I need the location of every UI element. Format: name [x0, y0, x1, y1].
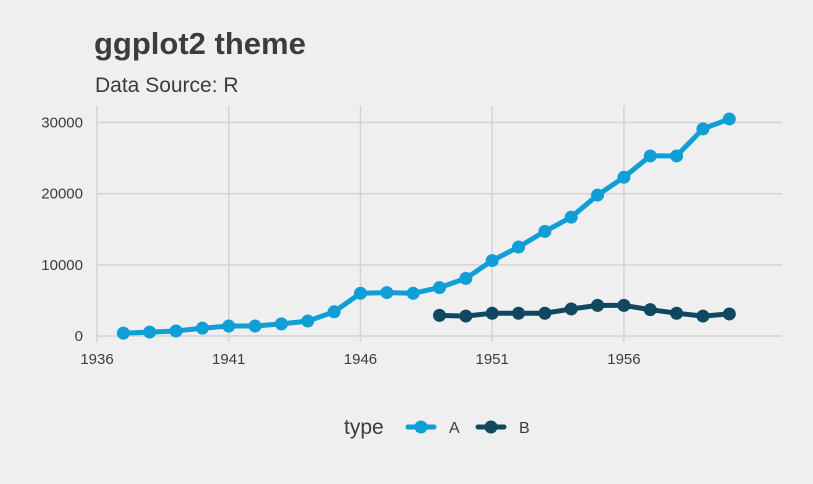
data-point-A-1959 [696, 122, 710, 136]
x-tick-label-1951: 1951 [476, 351, 509, 368]
y-tick-label-20000: 20000 [41, 186, 83, 203]
legend: type A B [344, 416, 530, 439]
data-point-A-1952 [512, 240, 526, 254]
legend-title: type [344, 416, 384, 439]
data-point-A-1954 [564, 210, 578, 224]
x-tick-label-1946: 1946 [344, 351, 377, 368]
data-point-A-1955 [591, 188, 605, 202]
data-point-A-1951 [485, 254, 499, 268]
data-point-B-1958 [670, 306, 684, 320]
data-point-B-1952 [512, 306, 526, 320]
series-line-A [120, 116, 732, 336]
legend-key-point-B [484, 420, 498, 434]
data-point-A-1948 [406, 286, 420, 300]
data-point-B-1949 [433, 308, 446, 322]
data-point-B-1956 [617, 298, 631, 312]
data-point-A-1937 [116, 326, 130, 340]
chart-title: ggplot2 theme [94, 26, 306, 61]
data-point-B-1951 [485, 306, 499, 320]
series-layer [116, 112, 736, 340]
data-point-A-1949 [433, 281, 446, 295]
legend-label-A: A [449, 420, 460, 437]
data-point-A-1942 [248, 319, 262, 333]
data-point-A-1956 [617, 170, 631, 184]
data-point-A-1958 [670, 149, 684, 163]
data-point-A-1941 [222, 319, 236, 333]
data-point-B-1957 [643, 303, 657, 317]
data-point-A-1943 [274, 317, 288, 331]
data-point-B-1959 [696, 309, 710, 323]
data-point-A-1947 [380, 286, 394, 300]
data-point-A-1944 [301, 314, 315, 328]
data-point-A-1938 [143, 325, 157, 339]
legend-label-B: B [519, 420, 530, 437]
data-point-A-1940 [195, 321, 209, 335]
data-point-B-1960 [722, 307, 736, 321]
y-tick-label-0: 0 [75, 328, 83, 345]
data-point-B-1953 [538, 306, 552, 320]
legend-key-point-A [414, 420, 428, 434]
axis-ticks: 0 10000 20000 30000 1936 1941 1946 1951 1956 [41, 115, 640, 369]
data-point-A-1953 [538, 224, 552, 238]
data-point-A-1960 [722, 112, 736, 126]
data-point-B-1955 [591, 298, 605, 312]
data-point-A-1939 [169, 324, 183, 338]
data-point-A-1950 [459, 271, 473, 285]
x-tick-label-1956: 1956 [607, 351, 640, 368]
data-point-A-1945 [327, 305, 341, 319]
data-point-A-1957 [643, 149, 657, 163]
series-line-B [437, 302, 732, 319]
y-tick-label-30000: 30000 [41, 115, 83, 132]
data-point-A-1946 [353, 286, 367, 300]
y-tick-label-10000: 10000 [41, 257, 83, 274]
x-tick-label-1941: 1941 [212, 351, 245, 368]
x-tick-label-1936: 1936 [80, 351, 113, 368]
data-point-B-1950 [459, 309, 473, 323]
chart-subtitle: Data Source: R [95, 74, 239, 97]
data-point-B-1954 [564, 302, 578, 316]
grid-lines [96, 106, 782, 342]
